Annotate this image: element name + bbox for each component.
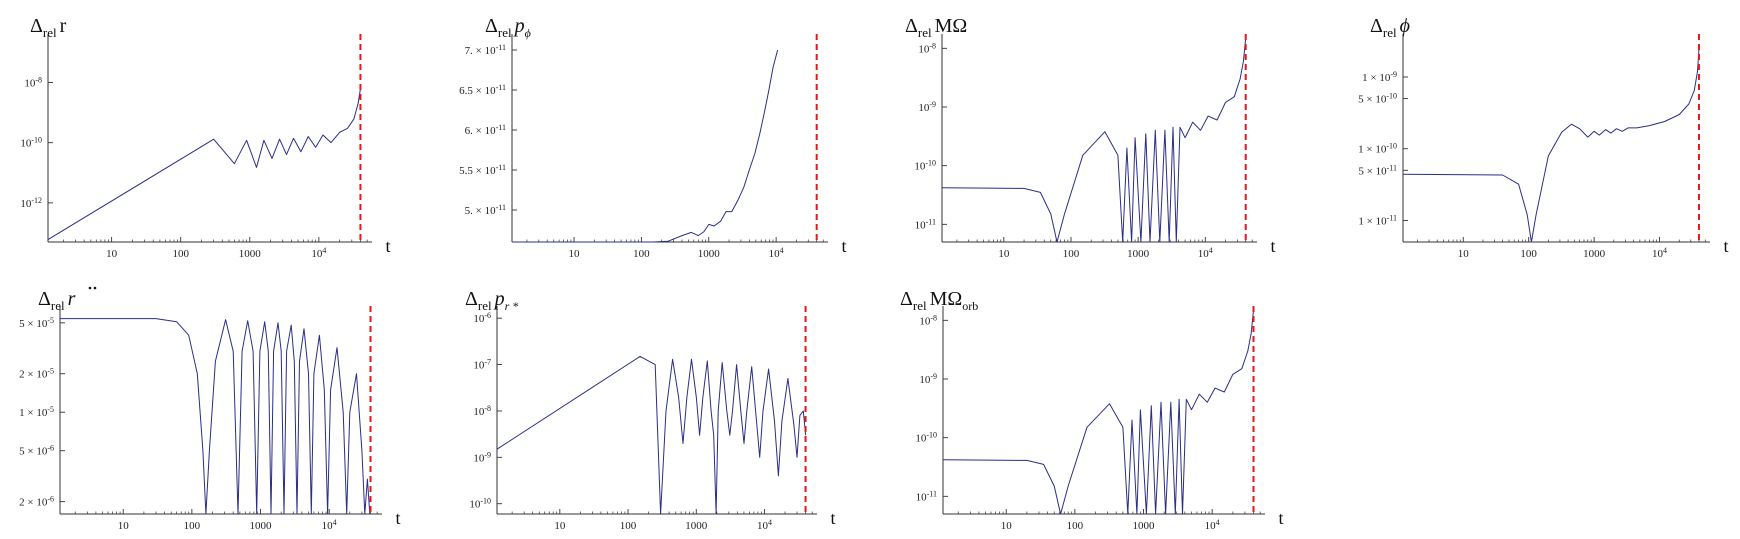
x-axis-name: t (1270, 236, 1275, 256)
y-tick-label: 7. × 10-11 (465, 43, 506, 58)
panel-title: Δrel MΩorb (900, 288, 978, 313)
x-tick-label: 10 (118, 520, 130, 532)
chart-panel-1: 10 100 1000 104 10-12 10-10 10-8 t Δrel r (20, 15, 390, 260)
x-tick-label: 1000 (1583, 248, 1606, 260)
y-tick-label: 10-8 (918, 41, 936, 56)
y-tick-label: 10-10 (469, 496, 491, 511)
chart-panel-7: 10 100 1000 104 10-11 10-10 10-9 10-8 t Δrel MΩorb (900, 288, 1284, 532)
x-tick-label: 104 (1205, 518, 1220, 533)
chart-panel-6: 10 100 1000 104 10-10 10-9 10-8 10-7 10-6 t Δrel pr… (465, 288, 836, 532)
y-tick-label: 10-12 (20, 195, 42, 210)
y-tick-label: 5 × 10-10 (1358, 91, 1397, 106)
series-line (512, 49, 779, 243)
panel-title: Δrel r (38, 288, 76, 313)
chart-panel-3: 10 100 1000 104 10-11 10-10 10-9 10-8 t Δrel MΩ (905, 15, 1276, 260)
panel-title: Δrel MΩ (905, 15, 967, 40)
x-tick-label: 104 (769, 246, 784, 261)
y-tick-label: 10-11 (915, 217, 936, 232)
series-line (496, 355, 807, 515)
x-tick-label: 1000 (685, 520, 708, 532)
y-tick-label: 5. × 10-11 (465, 203, 506, 218)
x-tick-label: 10 (998, 248, 1010, 260)
y-tick-label: 10-9 (918, 100, 936, 115)
y-tick-label: 10-9 (473, 450, 491, 465)
x-tick-label: 104 (1198, 246, 1213, 261)
y-tick-label: 10-8 (473, 403, 491, 418)
x-axis-name: t (395, 508, 400, 528)
series-line (942, 309, 1254, 515)
y-tick-label: 1 × 10-9 (1362, 70, 1397, 85)
x-tick-label: 100 (633, 248, 650, 260)
x-tick-label: 100 (1520, 248, 1537, 260)
y-tick-label: 1 × 10-5 (19, 405, 54, 420)
y-tick-label: 10-10 (915, 430, 937, 445)
x-axis-name: t (385, 236, 390, 256)
x-tick-label: 100 (1067, 520, 1084, 532)
x-tick-label: 1000 (698, 248, 721, 260)
x-tick-label: 100 (620, 520, 637, 532)
y-tick-label: 2 × 10-5 (19, 366, 54, 381)
x-tick-label: 104 (1652, 246, 1667, 261)
y-tick-label: 10-8 (24, 75, 42, 90)
x-tick-label: 10 (569, 248, 581, 260)
chart-panel-4: 10 100 1000 104 1 × 10-11 5 × 10-11 1 × 10-10 5… (1358, 15, 1728, 260)
y-tick-label: 6.5 × 10-11 (459, 83, 506, 98)
chart-panel-2: 10 100 1000 104 5. × 10-11 5.5 × 10-11 6. × 10… (459, 15, 846, 260)
x-axis-name: t (1723, 236, 1728, 256)
x-tick-label: 10 (1001, 520, 1013, 532)
x-tick-label: 1000 (239, 248, 262, 260)
x-tick-label: 100 (184, 520, 201, 532)
y-tick-label: 1 × 10-10 (1358, 141, 1397, 156)
y-tick-label: 10-6 (473, 311, 491, 326)
y-tick-label: 2 × 10-6 (19, 494, 54, 509)
y-tick-label: 10-10 (20, 135, 42, 150)
x-axis-name: t (1278, 508, 1283, 528)
x-tick-label: 10 (1458, 248, 1470, 260)
x-tick-label: 1000 (1127, 248, 1150, 260)
y-tick-label: 5.5 × 10-11 (459, 163, 506, 178)
series-line (941, 37, 1247, 243)
x-tick-label: 10 (554, 520, 566, 532)
x-tick-label: 1000 (250, 520, 273, 532)
x-tick-label: 104 (757, 518, 772, 533)
series-line (1402, 48, 1700, 243)
ddot-accent (88, 286, 92, 290)
y-tick-label: 10-11 (916, 489, 937, 504)
panel-title: Δrel ϕ (1370, 15, 1410, 40)
y-tick-label: 10-8 (919, 313, 937, 328)
y-tick-label: 1 × 10-11 (1358, 213, 1397, 228)
y-tick-label: 10-7 (473, 357, 491, 372)
y-tick-label: 5 × 10-5 (19, 315, 54, 330)
x-axis-name: t (841, 236, 846, 256)
x-tick-label: 1000 (1133, 520, 1156, 532)
y-tick-label: 5 × 10-6 (19, 443, 54, 458)
panel-title: Δrel pr * (465, 288, 518, 313)
x-tick-label: 104 (311, 246, 326, 261)
x-tick-label: 104 (322, 518, 337, 533)
x-tick-label: 100 (172, 248, 189, 260)
y-tick-label: 6. × 10-11 (465, 123, 506, 138)
x-tick-label: 100 (1063, 248, 1080, 260)
series-line (47, 89, 361, 241)
y-tick-label: 10-9 (919, 372, 937, 387)
y-tick-label: 10-10 (914, 158, 936, 173)
panel-title: Δrel pϕ (485, 15, 531, 40)
y-tick-label: 5 × 10-11 (1358, 163, 1397, 178)
x-axis-name: t (830, 508, 835, 528)
series-line (60, 318, 371, 515)
chart-panel-5: 10 100 1000 104 2 × 10-6 5 × 10-6 1 × 10-5 2 × … (19, 286, 401, 533)
x-tick-label: 10 (106, 248, 118, 260)
ddot-accent (93, 286, 97, 290)
panel-title: Δrel r (30, 15, 67, 40)
